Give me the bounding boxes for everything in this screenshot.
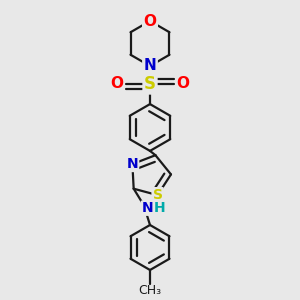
Text: S: S xyxy=(152,188,163,202)
Text: N: N xyxy=(127,157,138,171)
Text: CH₃: CH₃ xyxy=(138,284,162,297)
Text: O: O xyxy=(176,76,190,92)
Text: H: H xyxy=(153,201,165,215)
Text: O: O xyxy=(110,76,124,92)
Text: N: N xyxy=(144,58,156,74)
Text: N: N xyxy=(141,201,153,215)
Text: S: S xyxy=(144,75,156,93)
Text: O: O xyxy=(143,14,157,28)
